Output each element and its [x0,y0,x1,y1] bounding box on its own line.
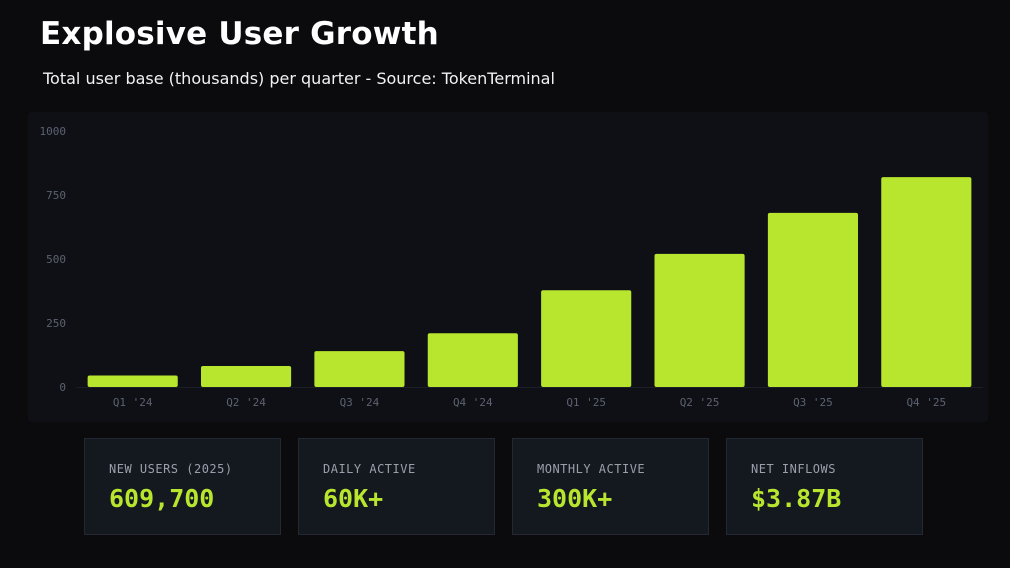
stat-card-net-inflows: NET INFLOWS $3.87B [726,438,923,535]
bar [654,253,745,387]
stat-value: 609,700 [109,484,215,513]
y-tick-label: 500 [46,253,66,266]
stat-label: NET INFLOWS [751,462,836,476]
stat-label: NEW USERS (2025) [109,462,233,476]
x-tick-label: Q2 '25 [680,396,720,409]
y-tick-label: 0 [59,381,66,394]
chart-subtitle: Total user base (thousands) per quarter … [43,69,555,88]
chart-panel: 0 250 500 750 1000 Q1 '24 Q2 '24 Q3 '24 Q4 '24 Q1… [28,112,988,422]
x-tick-label: Q4 '24 [453,396,493,409]
stat-value: 60K+ [323,484,384,513]
bar [200,366,292,387]
stat-label: MONTHLY ACTIVE [537,462,646,476]
bar-chart: 0 250 500 750 1000 Q1 '24 Q2 '24 Q3 '24 Q4 '24 Q1… [40,125,983,409]
stat-label: DAILY ACTIVE [323,462,416,476]
y-tick-label: 750 [46,189,66,202]
y-tick-label: 1000 [40,125,67,138]
bar [881,177,972,387]
bar [767,212,859,387]
bar [541,290,632,387]
stat-card-new-users: NEW USERS (2025) 609,700 [84,438,281,535]
stats-row: NEW USERS (2025) 609,700 DAILY ACTIVE 60… [84,438,924,537]
bar [314,351,405,387]
stat-value: $3.87B [751,484,842,513]
stat-value: 300K+ [537,484,613,513]
x-tick-label: Q2 '24 [226,396,266,409]
x-tick-label: Q1 '24 [113,396,153,409]
stat-card-monthly-active: MONTHLY ACTIVE 300K+ [512,438,709,535]
y-tick-label: 250 [46,317,66,330]
stat-card-daily-active: DAILY ACTIVE 60K+ [298,438,495,535]
x-tick-label: Q3 '24 [340,396,380,409]
bar [427,333,518,387]
x-tick-label: Q4 '25 [906,396,946,409]
chart-title: Explosive User Growth [40,16,439,52]
x-tick-label: Q1 '25 [566,396,606,409]
bar [87,375,178,387]
x-tick-label: Q3 '25 [793,396,833,409]
